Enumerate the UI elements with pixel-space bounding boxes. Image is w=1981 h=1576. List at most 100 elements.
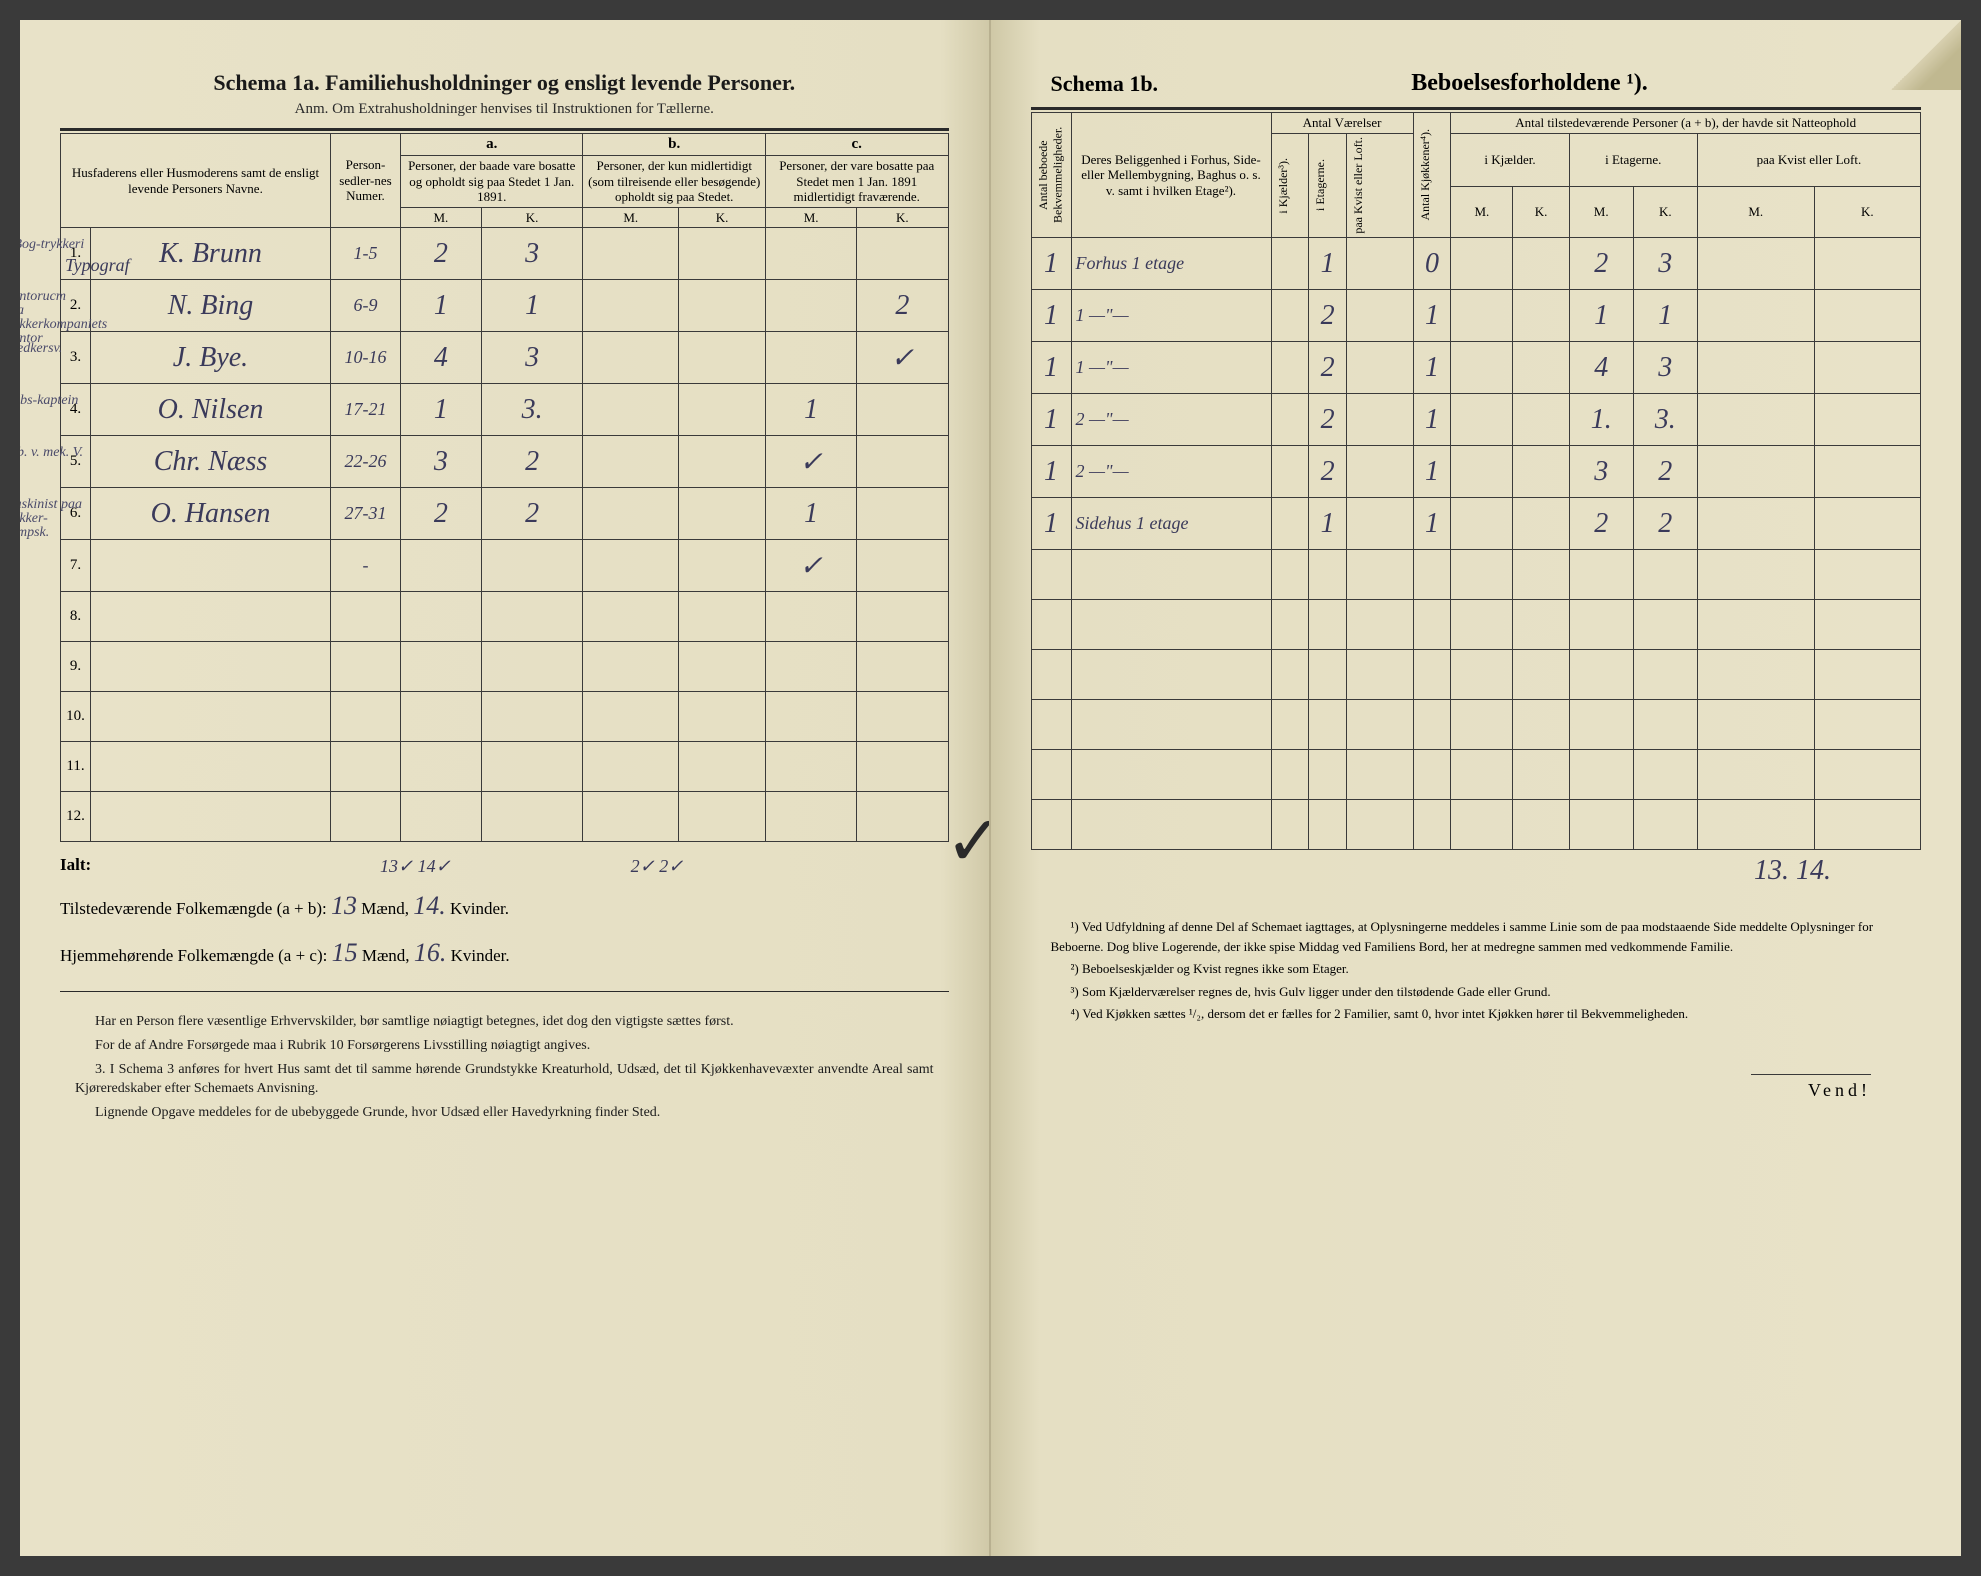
margin-note: Maskinist paa Dykker-dampsk. <box>20 498 88 540</box>
p-kj-m <box>1451 290 1513 342</box>
row-number: 9. <box>61 642 91 692</box>
p-et-k: 3. <box>1633 394 1697 446</box>
name-cell: Maskinist paa Dykker-dampsk. O. Hansen <box>91 488 331 540</box>
name-cell: Skibs-kaptein O. Nilsen <box>91 384 331 436</box>
header-beliggenhed: Deres Beliggenhed i Forhus, Side- eller … <box>1071 113 1271 238</box>
col-c-k <box>857 228 948 280</box>
p-kv-k <box>1814 238 1920 290</box>
table-row: 6. Maskinist paa Dykker-dampsk. O. Hanse… <box>61 488 949 540</box>
v-kvist <box>1347 446 1414 498</box>
col-b-k <box>679 332 766 384</box>
col-b-m <box>583 540 679 592</box>
hjemme-k: 16. <box>414 938 447 967</box>
row-number: 4. <box>61 384 91 436</box>
person-number: 6-9 <box>331 280 401 332</box>
antal-bekv: 1 <box>1031 446 1071 498</box>
p-et-m: 1. <box>1569 394 1633 446</box>
p-kv-k <box>1814 342 1920 394</box>
p-kv-m <box>1697 446 1814 498</box>
col-a-k: 3 <box>481 228 583 280</box>
right-sum: 13. 14. <box>1031 855 1922 887</box>
p-kj-k <box>1513 290 1569 342</box>
ialt-note-a: 13✓ 14✓ <box>380 850 451 882</box>
p-et-k: 1 <box>1633 290 1697 342</box>
p-kv-k <box>1814 446 1920 498</box>
corner-fold <box>1891 20 1961 90</box>
v-etager: 2 <box>1309 290 1347 342</box>
person-number: 10-16 <box>331 332 401 384</box>
kjokkener: 1 <box>1413 498 1451 550</box>
table-row-empty: 9. <box>61 642 949 692</box>
p-et-m: 1 <box>1569 290 1633 342</box>
schema-1a-title: Schema 1a. Familiehusholdninger og ensli… <box>60 70 949 96</box>
location: 2 —"— <box>1071 394 1271 446</box>
p-kv-k <box>1814 290 1920 342</box>
p-kj-m <box>1451 238 1513 290</box>
col-a-m: 2 <box>401 228 482 280</box>
antal-bekv: 1 <box>1031 498 1071 550</box>
v-kvist <box>1347 290 1414 342</box>
row-number: 8. <box>61 592 91 642</box>
person-name: Chr. Næss <box>154 446 268 477</box>
hjemme-m: 15 <box>332 938 358 967</box>
rule <box>60 128 949 131</box>
kjokkener: 1 <box>1413 290 1451 342</box>
table-row: 1 Sidehus 1 etage 1 1 2 2 <box>1031 498 1921 550</box>
footer-text-left: Har en Person flere væsentlige Erhvervsk… <box>60 1012 949 1122</box>
col-c-m: ✓ <box>765 436 856 488</box>
col-b-k <box>679 280 766 332</box>
margin-note: Arb. v. mek. V. <box>20 446 88 460</box>
v-kvist <box>1347 498 1414 550</box>
footnote-4: ⁴) Ved Kjøkken sættes ¹/₂, dersom det er… <box>1051 1004 1902 1024</box>
location: 2 —"— <box>1071 446 1271 498</box>
table-row-empty <box>1031 600 1921 650</box>
p-et-m: 2 <box>1569 238 1633 290</box>
header-b-m: M. <box>583 207 679 228</box>
p-et-m: 2 <box>1569 498 1633 550</box>
col-c-k: ✓ <box>857 332 948 384</box>
margin-note: Skibs-kaptein <box>20 394 88 408</box>
ialt-label: Ialt: <box>60 850 220 882</box>
kvinder-1: Kvinder. <box>450 899 509 918</box>
person-name: J. Bye. <box>173 342 248 373</box>
large-checkmark: ✓ <box>945 800 991 882</box>
tilstede-m: 13 <box>331 891 357 920</box>
header-personer: Antal tilstedeværende Personer (a + b), … <box>1451 113 1921 134</box>
table-row-empty: 10. <box>61 692 949 742</box>
col-b-k <box>679 228 766 280</box>
table-row-empty: 8. <box>61 592 949 642</box>
h-k: K. <box>1814 187 1920 238</box>
header-antal-bekv: Antal beboede Bekvemmeligheder. <box>1031 113 1071 238</box>
row-number: 7. <box>61 540 91 592</box>
header-p-kjaelder: i Kjælder. <box>1451 133 1569 187</box>
col-b-m <box>583 332 679 384</box>
p-et-k: 2 <box>1633 498 1697 550</box>
table-row: 1. 1 Bog-trykkeri K. Brunn 1-5 2 3 <box>61 228 949 280</box>
p-kj-k <box>1513 394 1569 446</box>
header-c-m: M. <box>765 207 856 228</box>
person-number: 22-26 <box>331 436 401 488</box>
col-a-m: 1 <box>401 384 482 436</box>
footnote-1: ¹) Ved Udfyldning af denne Del af Schema… <box>1051 917 1902 956</box>
v-kvist <box>1347 342 1414 394</box>
antal-bekv: 1 <box>1031 290 1071 342</box>
p-kj-k <box>1513 238 1569 290</box>
header-c-label: c. <box>765 134 948 156</box>
header-c-k: K. <box>857 207 948 228</box>
v-etager: 1 <box>1309 498 1347 550</box>
col-a-m: 2 <box>401 488 482 540</box>
h-k: K. <box>1633 187 1697 238</box>
col-a-m: 3 <box>401 436 482 488</box>
tilstede-k: 14. <box>413 891 446 920</box>
table-row-empty: 11. <box>61 742 949 792</box>
p-kv-k <box>1814 498 1920 550</box>
table-row: 5. Arb. v. mek. V. Chr. Næss 22-26 3 2 ✓ <box>61 436 949 488</box>
row-number: 5. <box>61 436 91 488</box>
p-kv-m <box>1697 498 1814 550</box>
h-k: K. <box>1513 187 1569 238</box>
v-kjaelder <box>1271 238 1309 290</box>
left-page: Schema 1a. Familiehusholdninger og ensli… <box>20 20 991 1556</box>
location: 1 —"— <box>1071 342 1271 394</box>
col-c-m <box>765 228 856 280</box>
tilstede-label: Tilstedeværende Folkemængde (a + b): <box>60 899 327 918</box>
